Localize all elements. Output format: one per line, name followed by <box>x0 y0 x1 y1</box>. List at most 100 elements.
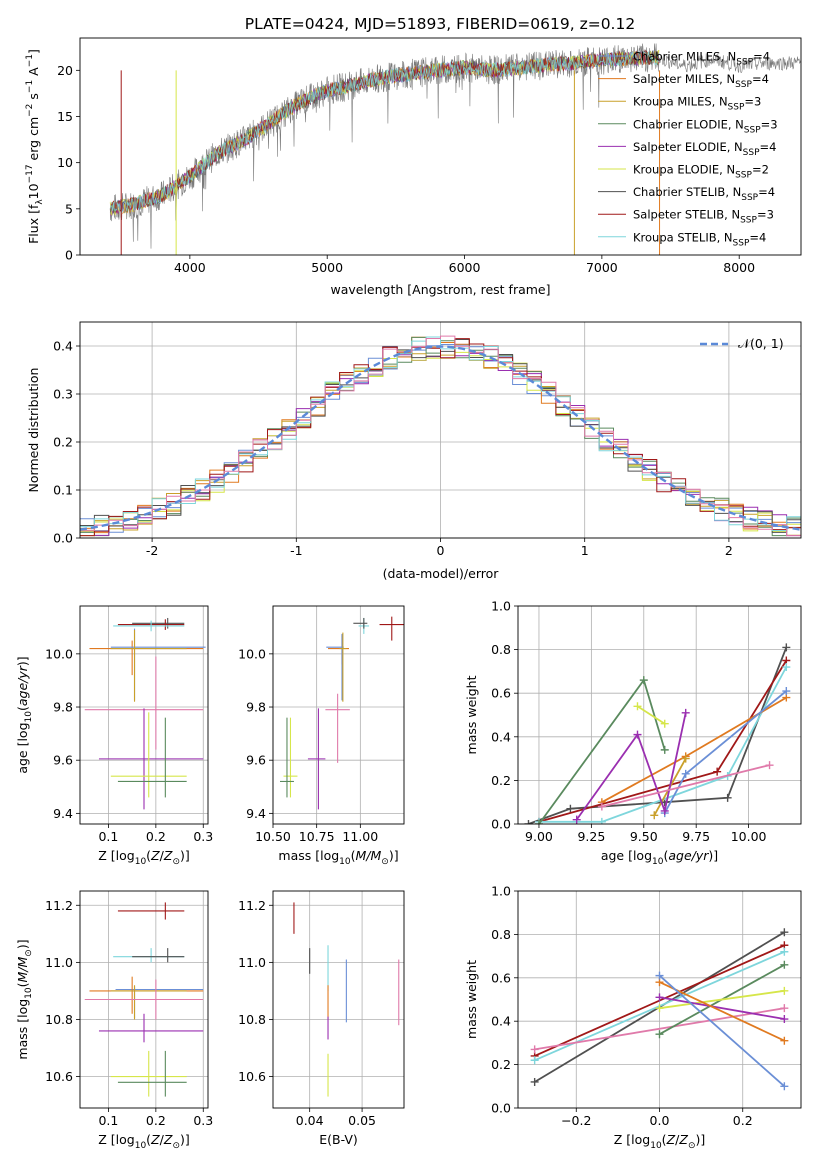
weight-line <box>658 974 785 1087</box>
legend-label: Kroupa ELODIE, NSSP=2 <box>633 163 769 181</box>
label-part: SSP <box>740 216 757 226</box>
y-axis-label: mass weight <box>464 675 479 754</box>
weight-marker <box>655 971 664 980</box>
label-part: SSP <box>735 171 752 181</box>
x-axis-label: wavelength [Angstrom, rest frame] <box>330 282 550 297</box>
label-part: 10 <box>24 711 34 723</box>
label-part: mass [log <box>278 848 339 863</box>
x-tick-label: 0.1 <box>98 829 118 844</box>
weight-marker <box>780 1036 789 1045</box>
weight-marker <box>660 745 669 754</box>
label-part: SSP <box>733 238 750 248</box>
label-part: SSP <box>741 193 758 203</box>
legend-label: Salpeter MILES, NSSP=4 <box>633 72 769 90</box>
label-part: / <box>160 848 165 863</box>
weight-marker <box>681 708 690 717</box>
label-part: Salpeter ELODIE, N <box>633 140 743 154</box>
label-part: =3 <box>761 117 778 131</box>
weight-marker <box>633 730 642 739</box>
y-tick-label: 0 <box>65 248 73 263</box>
x-tick-label: 0.1 <box>98 1113 118 1128</box>
y-tick-label: 10.6 <box>238 1069 266 1084</box>
y-tick-label: 1.0 <box>491 599 511 614</box>
y-tick-label: 0.8 <box>491 927 511 942</box>
x-tick-label: 9.25 <box>577 829 605 844</box>
label-part: 10 <box>24 987 34 999</box>
label-part: Z [log <box>98 1132 134 1147</box>
label-part: 10 <box>652 857 664 867</box>
weight-marker <box>681 769 690 778</box>
y-tick-label: 0.4 <box>491 1014 511 1029</box>
y-tick-label: 0.2 <box>491 773 511 788</box>
label-part: =4 <box>749 230 766 244</box>
y-tick-label: 20 <box>57 63 73 78</box>
label-part: Z [log <box>98 848 134 863</box>
y-axis-label: mass weight <box>464 960 479 1039</box>
weight-line <box>637 705 666 725</box>
label-part: =4 <box>752 72 769 86</box>
label-part: ( <box>15 706 30 711</box>
y-tick-label: 0.2 <box>491 1057 511 1072</box>
label-part: Z <box>150 848 160 863</box>
x-tick-label: 10.75 <box>299 829 335 844</box>
weight-marker <box>782 687 791 696</box>
label-part: )] <box>15 656 30 666</box>
label-part: age/yr <box>668 848 709 863</box>
weight-marker <box>566 804 575 813</box>
weight-marker <box>530 1077 539 1086</box>
y-tick-label: 10.8 <box>238 1012 266 1027</box>
label-part: =4 <box>753 50 770 64</box>
y-tick-label: 0.4 <box>53 339 73 354</box>
legend-label: Salpeter STELIB, NSSP=3 <box>633 208 774 226</box>
y-tick-label: 0.1 <box>53 483 73 498</box>
x-tick-label: 0.04 <box>296 1113 324 1128</box>
y-tick-label: 0.0 <box>491 1101 511 1116</box>
x-tick-label: 6000 <box>449 260 481 275</box>
weight-marker <box>639 676 648 685</box>
label-part: age [log <box>15 722 30 773</box>
label-part: −1 <box>25 54 35 67</box>
label-part: 10 <box>135 1141 147 1151</box>
weight-line <box>663 690 787 814</box>
label-part: Flux [f <box>26 204 41 244</box>
weight-line <box>659 989 785 1010</box>
label-part: / <box>160 1132 165 1147</box>
axes-frame <box>517 890 802 1109</box>
histogram-step <box>80 335 801 537</box>
weight-marker <box>530 1056 539 1065</box>
axes-frame <box>79 890 209 1109</box>
label-part: ⊙ <box>381 857 389 867</box>
label-part: )] <box>389 848 399 863</box>
mass-age-panel: 10.50 10.75 11.00 9.4 9.6 9.8 10.0 mass [log10(… <box>238 605 405 867</box>
label-part: ( <box>15 982 30 987</box>
label-part: Z <box>678 1132 688 1147</box>
label-part: ( <box>146 848 151 863</box>
label-part: −17 <box>25 164 35 183</box>
label-part: ⊙ <box>172 857 180 867</box>
x-tick-label: 0.0 <box>650 1113 670 1128</box>
label-part: mass [log <box>15 999 30 1060</box>
label-part: SSP <box>743 148 760 158</box>
x-axis-label: E(B-V) <box>319 1132 358 1147</box>
x-axis-label: mass [log10(M/M⊙)] <box>278 848 398 867</box>
y-axis-label: mass [log10(M/M⊙)] <box>15 939 34 1059</box>
label-part: Salpeter MILES, N <box>633 72 735 86</box>
y-tick-label: 0.6 <box>491 970 511 985</box>
weight-line <box>575 712 687 821</box>
plot-area <box>84 617 206 810</box>
y-tick-label: 15 <box>57 109 73 124</box>
legend-label: Chabrier STELIB, NSSP=4 <box>633 185 775 203</box>
x-tick-label: -1 <box>290 543 302 558</box>
label-part: )] <box>15 939 30 949</box>
weight-line <box>659 981 785 1042</box>
label-part: Kroupa MILES, N <box>633 95 728 109</box>
residuals-panel: -2 -1 0 1 2 0.0 0.1 0.2 0.3 0.4 𝒩(0, 1) (data-model… <box>26 321 802 581</box>
x-tick-label: 2 <box>725 543 733 558</box>
axes-frame <box>79 605 209 825</box>
label-part: Z <box>163 1132 173 1147</box>
weight-marker <box>723 793 732 802</box>
plot-area <box>80 335 801 537</box>
label-part: 10 <box>26 183 41 199</box>
weight-marker <box>655 1030 664 1039</box>
